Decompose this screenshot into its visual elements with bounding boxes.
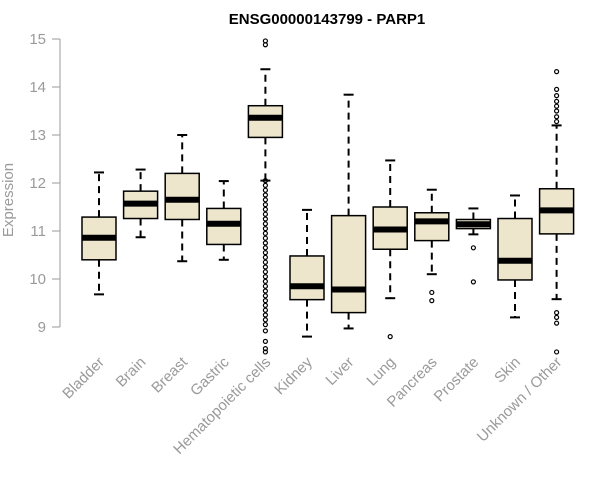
box-pancreas xyxy=(414,188,450,304)
outlier-point xyxy=(470,245,476,251)
outlier-point xyxy=(262,302,268,308)
outlier-point xyxy=(262,250,268,256)
box-unknown-other xyxy=(538,69,575,355)
outlier-point xyxy=(262,230,268,236)
outlier-point xyxy=(262,278,268,284)
outlier-point xyxy=(262,269,268,275)
chart-title: ENSG00000143799 - PARP1 xyxy=(229,11,426,28)
outlier-point xyxy=(262,211,268,217)
y-tick-label: 13 xyxy=(29,127,46,144)
iqr-box xyxy=(414,212,450,242)
outlier-point xyxy=(262,283,268,289)
outlier-point xyxy=(262,202,268,208)
outlier-point xyxy=(553,118,560,125)
outlier-point xyxy=(262,254,268,260)
outlier-point xyxy=(553,108,560,114)
box-skin xyxy=(497,194,533,319)
outlier-point xyxy=(262,245,268,251)
outlier-point xyxy=(262,235,268,241)
outlier-point xyxy=(429,298,435,304)
outlier-point xyxy=(553,349,560,355)
y-axis-label: Expression xyxy=(0,163,17,237)
outlier-point xyxy=(262,288,268,294)
outlier-point xyxy=(262,322,268,328)
outlier-point xyxy=(553,103,560,109)
outlier-point xyxy=(553,93,560,99)
box-prostate xyxy=(455,207,492,285)
box-kidney xyxy=(289,208,325,338)
outlier-point xyxy=(429,289,435,296)
box-hematopoietic-cells xyxy=(247,38,284,355)
outlier-point xyxy=(262,182,268,188)
iqr-box xyxy=(289,255,325,301)
x-tick-label: Lung xyxy=(363,354,399,390)
x-tick-label: Skin xyxy=(491,354,524,387)
outlier-point xyxy=(262,197,268,203)
x-tick-label: Brain xyxy=(113,354,150,391)
outlier-point xyxy=(553,320,560,326)
outlier-point xyxy=(262,221,268,227)
outlier-point xyxy=(553,114,560,120)
outlier-point xyxy=(262,178,268,184)
y-tick-label: 12 xyxy=(29,175,46,192)
y-tick-label: 10 xyxy=(29,271,46,288)
outlier-point xyxy=(262,307,268,313)
box-lung xyxy=(372,159,408,340)
y-tick-label: 14 xyxy=(29,79,46,96)
box-gastric xyxy=(206,180,242,261)
outlier-point xyxy=(262,328,268,334)
iqr-box xyxy=(164,172,200,221)
x-tick-label: Kidney xyxy=(271,353,316,398)
box-liver xyxy=(330,93,367,330)
outlier-point xyxy=(262,338,268,344)
outlier-point xyxy=(262,192,268,198)
outlier-point xyxy=(553,86,560,93)
x-tick-label: Liver xyxy=(322,354,357,389)
x-tick-label: Breast xyxy=(148,353,191,396)
outlier-point xyxy=(553,310,560,316)
y-tick-label: 15 xyxy=(29,31,46,48)
x-tick-label: Bladder xyxy=(59,354,108,403)
outlier-point xyxy=(262,259,268,265)
iqr-box xyxy=(247,104,284,139)
outlier-point xyxy=(262,312,268,318)
outlier-point xyxy=(262,349,268,355)
outlier-point xyxy=(262,38,268,44)
outlier-point xyxy=(262,298,268,304)
outlier-point xyxy=(553,314,560,320)
outlier-point xyxy=(262,346,268,352)
outlier-point xyxy=(262,206,268,212)
outlier-point xyxy=(262,317,268,323)
outlier-point xyxy=(262,226,268,232)
iqr-box xyxy=(497,217,533,281)
outlier-point xyxy=(262,187,268,193)
y-axis: 9 10 11 12 13 14 15 xyxy=(29,31,60,336)
box-breast xyxy=(164,134,200,263)
outlier-point xyxy=(387,334,393,340)
outlier-point xyxy=(262,216,268,222)
y-tick-label: 9 xyxy=(38,319,46,336)
y-tick-label: 11 xyxy=(30,223,46,240)
iqr-box xyxy=(330,214,367,314)
outlier-point xyxy=(262,293,268,299)
outlier-point xyxy=(553,98,560,105)
outlier-point xyxy=(553,69,560,75)
box-bladder xyxy=(81,171,117,296)
outlier-point xyxy=(262,274,268,280)
x-tick-label: Prostate xyxy=(431,354,483,406)
plot-area xyxy=(81,38,575,355)
outlier-point xyxy=(470,279,476,285)
outlier-point xyxy=(262,240,268,246)
box-brain xyxy=(122,168,159,239)
outlier-point xyxy=(262,264,268,270)
